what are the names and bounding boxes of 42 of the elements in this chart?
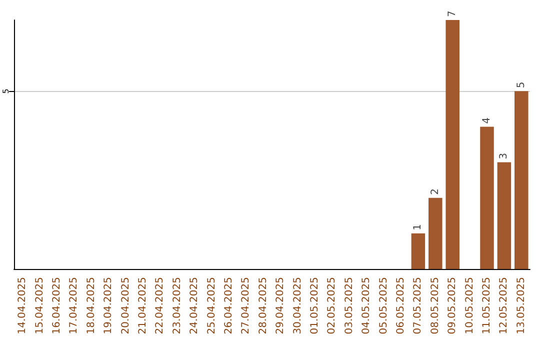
x-tick-label: 28.04.2025 [258, 277, 269, 334]
x-tick-label: 11.05.2025 [482, 277, 492, 334]
x-tick-label: 05.05.2025 [378, 277, 390, 334]
x-tick-label: 26.04.2025 [224, 277, 234, 334]
x-tick-label: 29.04.2025 [275, 277, 286, 334]
bar [514, 91, 528, 269]
x-tick-label: 18.04.2025 [86, 277, 97, 334]
x-tick-label: 19.04.2025 [103, 277, 114, 334]
x-tick-label: 24.04.2025 [189, 277, 200, 334]
bar [411, 233, 426, 269]
bar [497, 162, 512, 269]
data-label: 7 [447, 10, 458, 17]
x-tick-label: 22.04.2025 [154, 277, 166, 334]
x-tick-label: 04.05.2025 [361, 277, 372, 334]
x-tick-label: 13.05.2025 [516, 277, 527, 334]
bar [480, 126, 494, 269]
x-tick-label: 23.04.2025 [172, 277, 183, 334]
x-tick-label: 20.04.2025 [120, 277, 132, 334]
x-tick-label: 14.04.2025 [17, 277, 28, 334]
x-tick-label: 08.05.2025 [430, 277, 441, 334]
x-tick-label: 12.05.2025 [498, 277, 510, 334]
data-label: 5 [516, 82, 527, 88]
x-tick-label: 02.05.2025 [326, 277, 338, 334]
x-tick-label: 07.05.2025 [412, 277, 424, 334]
bar [428, 198, 442, 269]
bar [446, 20, 460, 269]
x-tick-label: 16.04.2025 [52, 277, 62, 334]
x-tick-label: 09.05.2025 [447, 277, 458, 334]
x-tick-label: 27.04.2025 [240, 277, 252, 334]
x-tick-label: 17.04.2025 [68, 277, 80, 334]
x-tick-label: 10.05.2025 [464, 277, 476, 334]
x-tick-label: 15.04.2025 [34, 277, 46, 334]
x-tick-label: 25.04.2025 [206, 277, 218, 334]
x-tick-label: 06.05.2025 [396, 277, 406, 334]
data-label: 4 [482, 117, 492, 124]
data-label: 2 [430, 188, 441, 195]
x-tick-label: 01.05.2025 [310, 277, 320, 334]
x-tick-label: 21.04.2025 [138, 277, 148, 334]
data-label: 3 [498, 152, 510, 160]
x-tick-label: 03.05.2025 [344, 277, 355, 334]
data-label: 1 [412, 224, 424, 230]
x-tick-label: 30.04.2025 [292, 277, 304, 334]
